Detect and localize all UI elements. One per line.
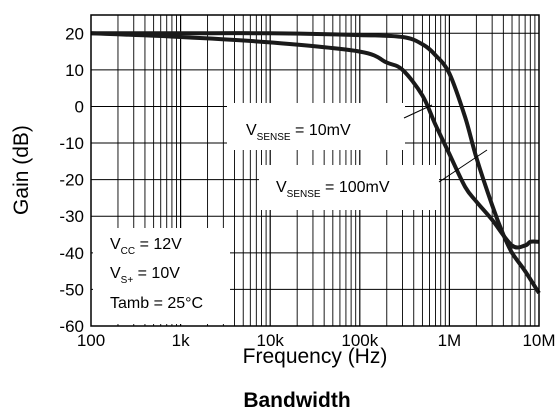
- annotation-vsense-10mv-value: = 10mV: [291, 122, 351, 139]
- x-tick-label: 100k: [341, 331, 378, 350]
- series-layer: [90, 31, 541, 295]
- annotation-vsense-10mv-sub: SENSE: [257, 132, 291, 143]
- series-line-vsense-10mv: [91, 31, 541, 295]
- y-tick-label: -60: [59, 317, 84, 336]
- condition-vs-value: = 10V: [133, 265, 180, 282]
- condition-vs-sub: S+: [121, 275, 134, 286]
- y-axis-label: Gain (dB): [10, 125, 33, 215]
- y-tick-label: -10: [59, 134, 84, 153]
- x-axis-label: Frequency (Hz): [243, 345, 388, 368]
- x-tick-label: 10k: [256, 331, 284, 350]
- plot-frame: [90, 14, 540, 327]
- x-tick-label: 1M: [438, 331, 462, 350]
- svg-text:VSENSE = 10mV: VSENSE = 10mV: [246, 122, 351, 143]
- conditions-box: VCC = 12V VS+ = 10V Tamb = 25°C: [93, 228, 230, 324]
- y-tick-label: 10: [65, 61, 84, 80]
- y-tick-label: -30: [59, 207, 84, 226]
- chart-title: Bandwidth: [243, 389, 350, 412]
- annotation-vsense-100mv-sub: SENSE: [287, 189, 321, 200]
- series-line-vsense-100mv: [90, 31, 540, 250]
- annotation-vsense-100mv-v: V: [276, 179, 287, 196]
- svg-text:VS+ = 10V: VS+ = 10V: [110, 265, 180, 286]
- x-tick-label: 10M: [522, 331, 555, 350]
- svg-text:VCC = 12V: VCC = 12V: [110, 236, 182, 257]
- y-tick-label: 0: [75, 97, 84, 116]
- y-tick-label: -50: [59, 280, 84, 299]
- x-tick-labels: 100 1k 10k 100k 1M 10M: [77, 331, 556, 350]
- condition-vcc-value: = 12V: [135, 236, 182, 253]
- condition-tamb: Tamb = 25°C: [110, 295, 203, 312]
- svg-text:VSENSE = 100mV: VSENSE = 100mV: [276, 179, 390, 200]
- y-tick-label: -40: [59, 244, 84, 263]
- y-tick-labels: 20 10 0 -10 -20 -30 -40 -50 -60: [59, 24, 84, 336]
- annotation-vsense-100mv: VSENSE = 100mV: [259, 149, 488, 210]
- y-tick-label: 20: [65, 24, 84, 43]
- x-tick-label: 100: [77, 331, 105, 350]
- annotation-vsense-10mv: VSENSE = 10mV: [227, 103, 433, 150]
- x-tick-label: 1k: [172, 331, 190, 350]
- annotation-vsense-100mv-value: = 100mV: [321, 179, 390, 196]
- condition-vcc-v: V: [110, 236, 121, 253]
- condition-vs-v: V: [110, 265, 121, 282]
- annotation-vsense-10mv-v: V: [246, 122, 257, 139]
- y-tick-label: -20: [59, 171, 84, 190]
- condition-vcc-sub: CC: [121, 246, 135, 257]
- grid: [91, 15, 539, 327]
